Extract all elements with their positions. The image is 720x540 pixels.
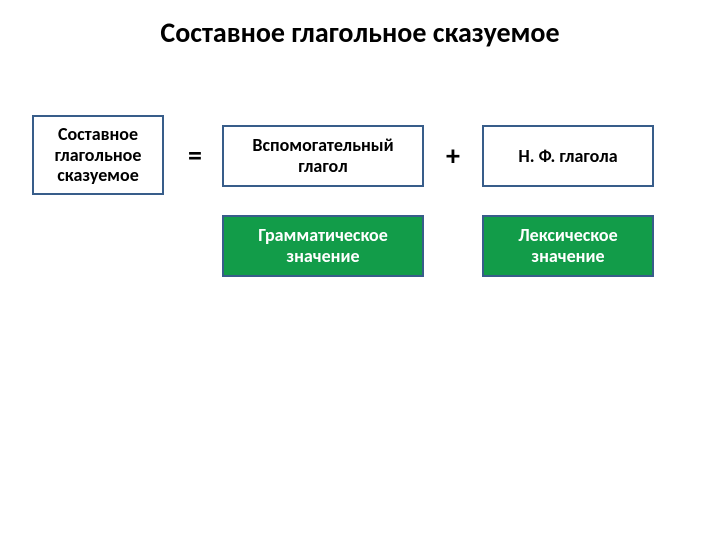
box-subject: Составное глагольное сказуемое (32, 115, 164, 195)
operator-equals: = (180, 138, 210, 174)
box-infinitive: Н. Ф. глагола (482, 125, 654, 187)
box-auxiliary-verb: Вспомогательный глагол (222, 125, 424, 187)
slide-container: Составное глагольное сказуемое Составное… (0, 0, 720, 540)
box-grammatical-meaning: Грамматическое значение (222, 215, 424, 277)
operator-plus: + (438, 138, 468, 174)
slide-title: Составное глагольное сказуемое (0, 15, 720, 50)
box-lexical-meaning: Лексическое значение (482, 215, 654, 277)
